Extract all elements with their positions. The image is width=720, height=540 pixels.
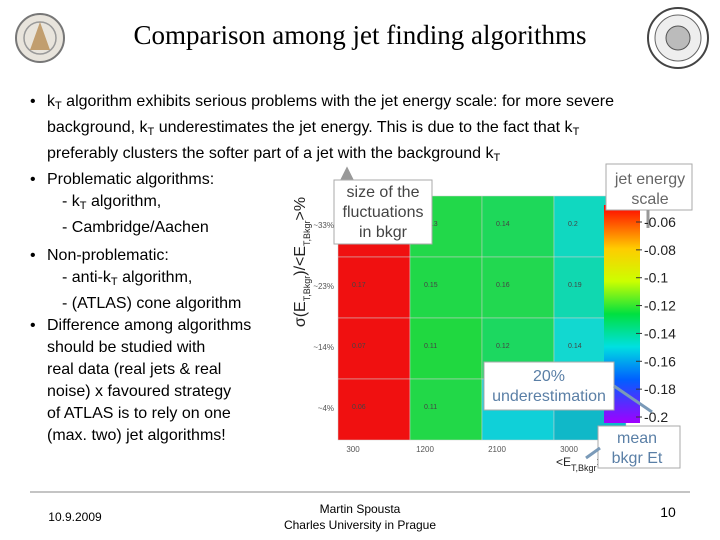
text-run: Non-problematic:	[47, 247, 169, 264]
subscript: T	[110, 276, 118, 288]
sub-item: - kT algorithm,	[47, 191, 700, 217]
text-run: (max. two) jet algorithms!	[47, 427, 226, 444]
subscript: T	[493, 152, 501, 164]
bullet: kT algorithm exhibits serious problems w…	[30, 91, 700, 169]
text-run: - anti-k	[62, 269, 111, 286]
bullet: Non-problematic: - anti-kT algorithm, - (A…	[30, 245, 700, 315]
text-run: noise) x favoured strategy	[47, 383, 232, 400]
text-run: Problematic algorithms:	[47, 171, 215, 188]
x-tick-label: 3000	[560, 445, 578, 454]
subscript: T	[147, 126, 155, 138]
sub-item: - Cambridge/Aachen	[47, 217, 700, 239]
sub-item: - anti-kT algorithm,	[47, 267, 700, 293]
text-run: of ATLAS is to rely on one	[47, 405, 231, 422]
sub-item: - (ATLAS) cone algorithm	[47, 293, 700, 315]
bullet-line: of ATLAS is to rely on one	[47, 403, 700, 425]
bullet-line: Non-problematic:	[47, 245, 700, 267]
text-run: preferably clusters the softer part of a…	[47, 145, 494, 162]
bullet-line: should be studied with	[47, 337, 700, 359]
atlas-logo	[15, 13, 65, 63]
text-run: <E	[556, 455, 571, 469]
callout-text: bkgr Et	[612, 450, 663, 467]
text-run: Difference among algorithms	[47, 317, 252, 334]
bullet-line: background, kT underestimates the jet en…	[47, 117, 700, 143]
bullet-line: Difference among algorithms	[47, 315, 700, 337]
bullet-line: preferably clusters the softer part of a…	[47, 143, 700, 169]
x-tick-label: 1200	[416, 445, 434, 454]
text-run: algorithm exhibits serious problems with…	[61, 93, 614, 110]
text-run: underestimates the jet energy. This is d…	[154, 119, 573, 136]
bullet-list: kT algorithm exhibits serious problems w…	[30, 91, 700, 447]
bullet-line: noise) x favoured strategy	[47, 381, 700, 403]
text-run: - k	[62, 193, 80, 210]
subscript: T,Bkgr	[571, 463, 597, 473]
footer-affiliation: Charles University in Prague	[283, 518, 437, 532]
text-run: should be studied with	[47, 339, 206, 356]
text-run: algorithm,	[117, 269, 193, 286]
text-run: background, k	[47, 119, 148, 136]
bullet: Difference among algorithms should be stu…	[30, 315, 700, 447]
text-run: - Cambridge/Aachen	[62, 219, 209, 236]
bullet: Problematic algorithms:- kT algorithm,- …	[30, 169, 700, 239]
subscript: T	[572, 126, 580, 138]
footer-author: Martin Spousta	[319, 502, 401, 516]
subscript: T	[55, 100, 62, 112]
bullet-line: (max. two) jet algorithms!	[47, 425, 700, 447]
x-tick-label: 2100	[488, 445, 506, 454]
footer-date: 10.9.2009	[48, 510, 102, 524]
text-run: k	[47, 93, 55, 110]
x-tick-label: 300	[346, 445, 360, 454]
university-seal	[647, 7, 709, 69]
text-run: - (ATLAS) cone algorithm	[62, 295, 242, 312]
slide-title: Comparison among jet finding algorithms	[133, 20, 587, 50]
text-run: algorithm,	[86, 193, 162, 210]
bullet-line: kT algorithm exhibits serious problems w…	[47, 91, 700, 117]
bullet-line: real data (real jets & real	[47, 359, 700, 381]
text-run: real data (real jets & real	[47, 361, 222, 378]
x-axis-label: <ET,Bkgr>	[556, 455, 604, 473]
bullet-line: Problematic algorithms:	[47, 169, 700, 191]
page-number: 10	[660, 504, 676, 520]
subscript: T	[79, 200, 87, 212]
